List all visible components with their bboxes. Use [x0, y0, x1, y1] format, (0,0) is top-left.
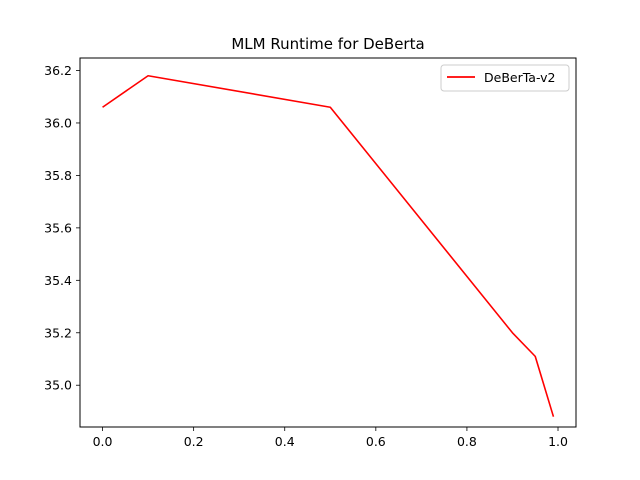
x-axis: 0.0 0.2 0.4 0.6 0.8 1.0: [93, 427, 568, 449]
y-tick-label: 35.2: [44, 325, 72, 340]
y-tick-label: 36.2: [44, 63, 72, 78]
y-tick-label: 35.0: [44, 378, 72, 393]
series-layer: [102, 74, 555, 417]
legend-box: [440, 64, 570, 92]
series-line: [102, 74, 555, 417]
x-tick-label: 0.2: [184, 434, 204, 449]
x-tick-label: 0.8: [457, 434, 477, 449]
y-tick-label: 35.4: [44, 273, 72, 288]
chart-title: MLM Runtime for DeBerta: [231, 35, 424, 53]
x-tick-label: 0.4: [275, 434, 295, 449]
axes-frame: [79, 57, 577, 428]
y-tick-label: 35.8: [44, 168, 72, 183]
legend-label: DeBerTa-v2: [484, 70, 555, 85]
legend: DeBerTa-v2: [440, 64, 570, 92]
y-tick-label: 35.6: [44, 220, 72, 235]
x-tick-label: 0.0: [93, 434, 113, 449]
x-tick-label: 1.0: [548, 434, 568, 449]
y-axis: 35.0 35.2 35.4 35.6 35.8 36.0 36.2: [44, 63, 80, 393]
x-tick-label: 0.6: [366, 434, 386, 449]
y-tick-label: 36.0: [44, 115, 72, 130]
